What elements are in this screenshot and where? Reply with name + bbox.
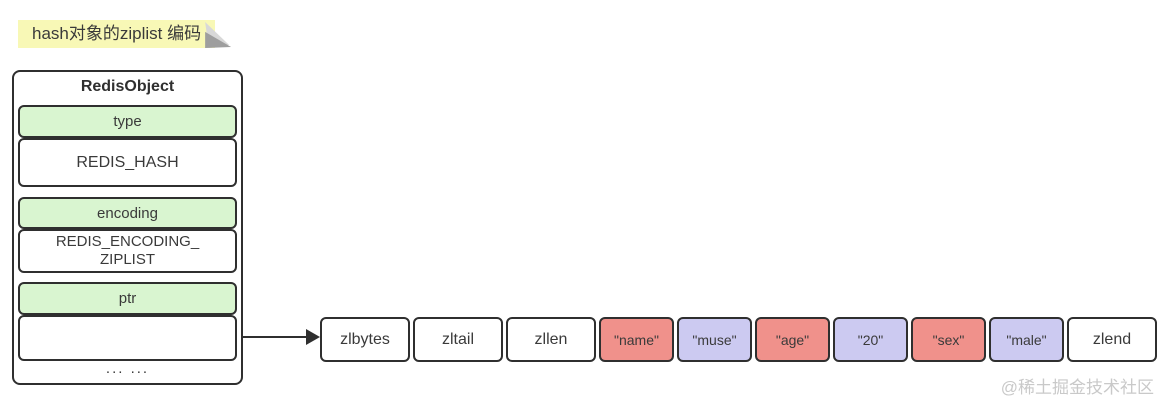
field-type: type xyxy=(18,105,237,138)
field-type-value: REDIS_HASH xyxy=(18,138,237,187)
ziplist-cell-20: "20" xyxy=(833,317,908,362)
field-ptr-value xyxy=(18,315,237,361)
redis-object-box: RedisObject type REDIS_HASH encoding RED… xyxy=(12,70,243,385)
title-note: hash对象的ziplist 编码 xyxy=(18,20,232,48)
field-encoding: encoding xyxy=(18,197,237,229)
field-encoding-value-line1: REDIS_ENCODING_ xyxy=(55,233,200,250)
ziplist-cell-male: "male" xyxy=(989,317,1064,362)
pointer-arrow-line xyxy=(241,336,308,338)
redis-object-title: RedisObject xyxy=(80,78,175,95)
title-note-label: hash对象的ziplist 编码 xyxy=(32,24,202,43)
note-fold-corner-icon xyxy=(205,22,232,48)
ziplist-cell-age: "age" xyxy=(755,317,830,362)
ziplist-cell-muse: "muse" xyxy=(677,317,752,362)
pointer-arrow-head-icon xyxy=(306,329,320,345)
ziplist-cell-name: "name" xyxy=(599,317,674,362)
watermark-text: @稀土掘金技术社区 xyxy=(1000,378,1154,397)
ziplist-cell-zllen: zllen xyxy=(506,317,596,362)
ziplist-row: zlbytes zltail zllen "name" "muse" "age" "20" "… xyxy=(320,317,1157,362)
field-ptr: ptr xyxy=(18,282,237,315)
ziplist-cell-zltail: zltail xyxy=(413,317,503,362)
ziplist-cell-zlend: zlend xyxy=(1067,317,1157,362)
ziplist-cell-zlbytes: zlbytes xyxy=(320,317,410,362)
ellipsis-text: ... ... xyxy=(105,360,150,377)
field-encoding-value: REDIS_ENCODING_ ZIPLIST xyxy=(18,229,237,273)
ziplist-cell-sex: "sex" xyxy=(911,317,986,362)
field-encoding-value-line2: ZIPLIST xyxy=(99,251,155,268)
